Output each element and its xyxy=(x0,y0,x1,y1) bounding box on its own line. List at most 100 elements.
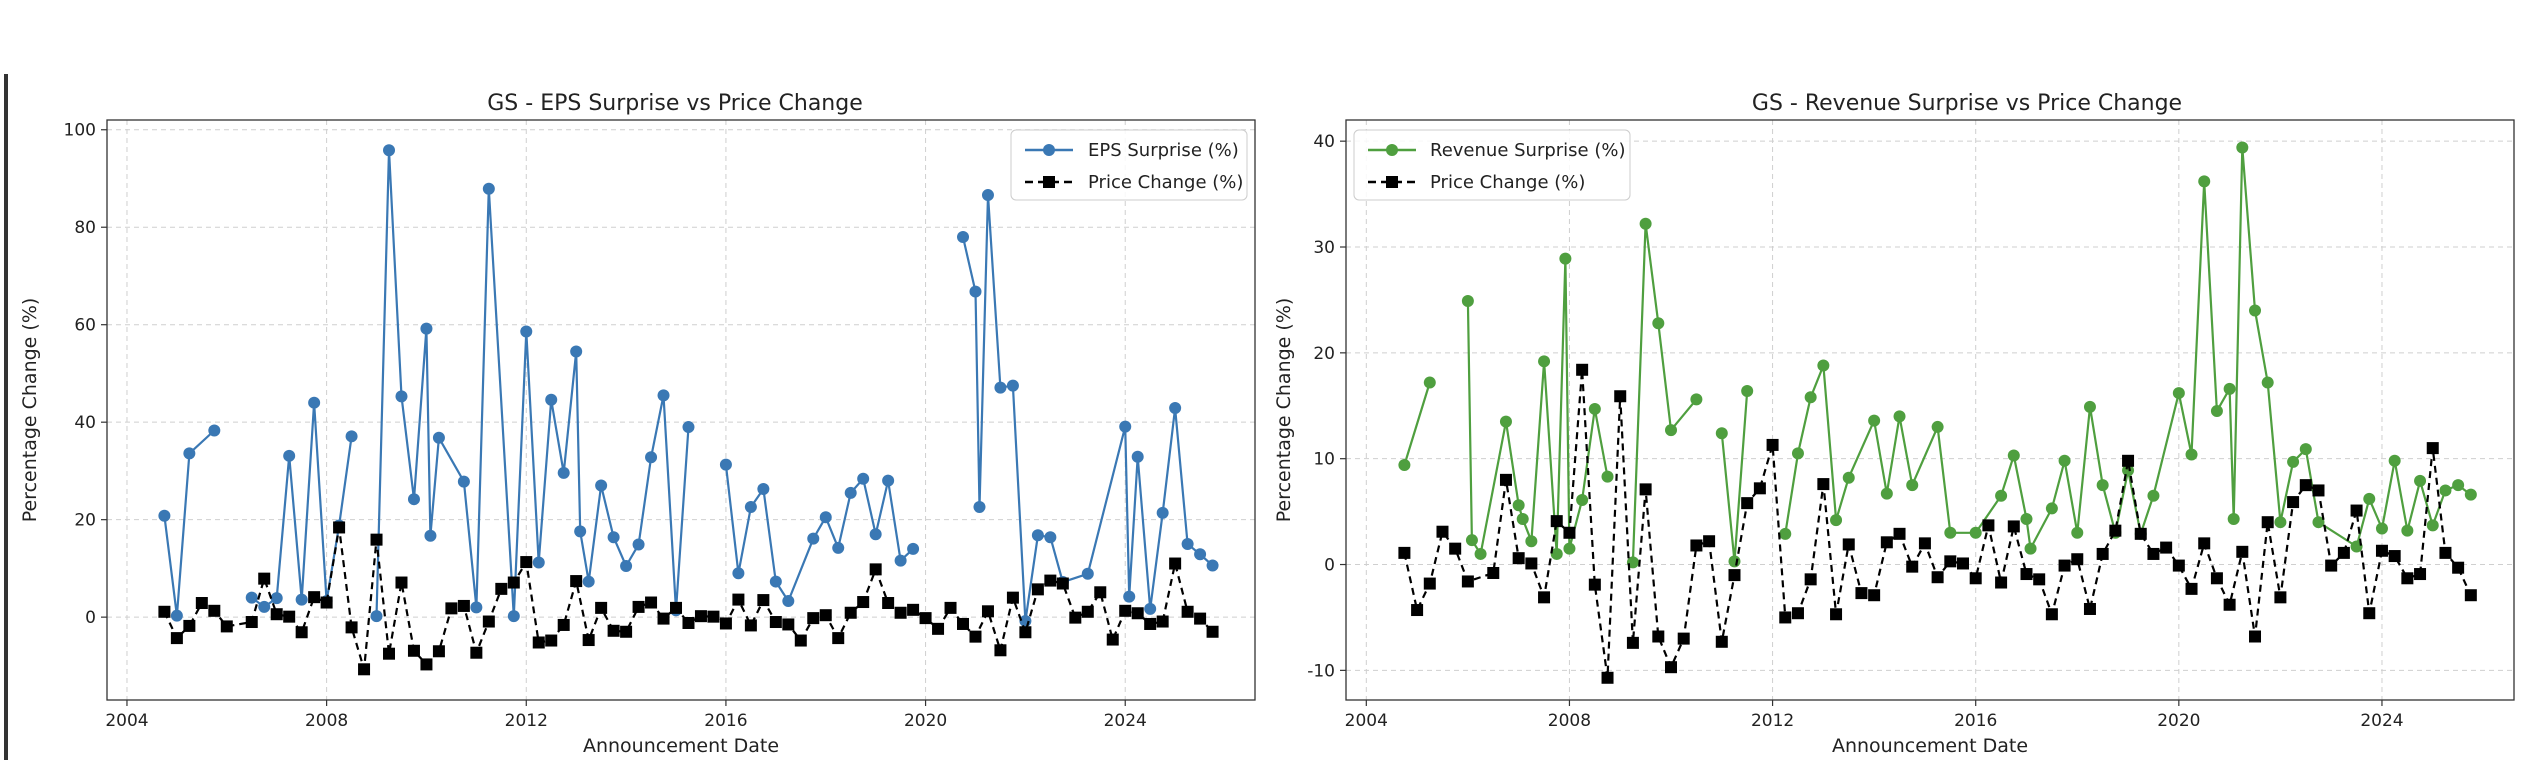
revenue-price-point xyxy=(1461,575,1474,588)
revenue-x-tick-label: 2024 xyxy=(2360,711,2403,731)
eps-price-point xyxy=(1056,577,1069,590)
eps-surprise-point xyxy=(1081,567,1094,580)
eps-surprise-point xyxy=(994,381,1007,394)
eps-surprise-point xyxy=(208,424,221,437)
revenue-price-point xyxy=(1791,607,1804,620)
eps-price-point xyxy=(570,575,583,588)
eps-price-point xyxy=(158,605,171,618)
revenue-price-point xyxy=(1576,363,1589,376)
revenue-surprise-point xyxy=(1639,217,1652,230)
revenue-surprise-point xyxy=(2227,513,2240,526)
eps-surprise-point xyxy=(719,458,732,471)
revenue-legend-box xyxy=(1353,129,1631,201)
eps-surprise-point xyxy=(1194,548,1207,561)
eps-surprise-point xyxy=(645,451,658,464)
revenue-price-point xyxy=(2223,598,2236,611)
eps-surprise-point xyxy=(857,472,870,485)
eps-price-point xyxy=(919,612,932,625)
eps-y-tick-label: 20 xyxy=(74,511,96,531)
revenue-surprise-point xyxy=(2249,304,2262,317)
revenue-surprise-point xyxy=(2172,387,2185,400)
revenue-surprise-point xyxy=(1830,514,1843,527)
eps-price-point xyxy=(532,636,545,649)
eps-price-point xyxy=(657,612,670,625)
revenue-surprise-point xyxy=(2287,455,2300,468)
revenue-surprise-point xyxy=(2375,522,2388,535)
eps-price-point xyxy=(582,634,595,647)
revenue-surprise-point xyxy=(1576,493,1589,506)
revenue-surprise-point xyxy=(1791,447,1804,460)
eps-price-point xyxy=(420,658,433,671)
eps-price-point xyxy=(170,632,183,645)
eps-price-point xyxy=(994,644,1007,657)
eps-surprise-point xyxy=(1181,538,1194,551)
revenue-price-point xyxy=(1944,555,1957,568)
eps-surprise-point xyxy=(270,592,283,605)
revenue-x-tick-label: 2008 xyxy=(1548,711,1591,731)
eps-price-point xyxy=(370,533,383,546)
eps-price-point xyxy=(258,572,271,585)
eps-x-tick-label: 2008 xyxy=(305,711,348,731)
revenue-surprise-point xyxy=(1652,317,1665,330)
revenue-price-point xyxy=(1830,608,1843,621)
revenue-price-point xyxy=(1538,591,1551,604)
revenue-price-point xyxy=(1817,478,1830,491)
eps-chart-x-axis-label: Announcement Date xyxy=(583,735,779,757)
revenue-surprise-point xyxy=(2083,400,2096,413)
eps-surprise-point xyxy=(507,610,520,623)
revenue-price-point xyxy=(1588,578,1601,591)
revenue-price-point xyxy=(2375,544,2388,557)
revenue-price-point xyxy=(2071,553,2084,566)
revenue-surprise-point xyxy=(2299,443,2312,456)
eps-surprise-point xyxy=(432,431,445,444)
eps-price-point xyxy=(719,617,732,630)
eps-price-point xyxy=(1031,583,1044,596)
eps-price-point xyxy=(794,634,807,647)
eps-chart: GS - EPS Surprise vs Price Change 2004 20… xyxy=(19,91,1256,757)
revenue-surprise-point xyxy=(2071,526,2084,539)
eps-y-tick-label: 40 xyxy=(74,413,96,433)
revenue-surprise-point xyxy=(2439,484,2452,497)
eps-price-point xyxy=(981,605,994,618)
eps-surprise-point xyxy=(258,600,271,613)
revenue-legend-label-revenue: Revenue Surprise (%) xyxy=(1430,140,1626,161)
eps-y-tick-label: 80 xyxy=(74,218,96,238)
eps-price-point xyxy=(345,621,358,634)
eps-surprise-point xyxy=(1144,602,1157,615)
eps-price-point xyxy=(694,610,707,623)
eps-price-point xyxy=(1144,617,1157,630)
revenue-price-point xyxy=(2452,561,2465,574)
revenue-chart-ticks: 2004 2008 2012 2016 2020 2024 -10 0 10 20 30 40 xyxy=(1307,132,2403,731)
revenue-surprise-point xyxy=(1944,526,1957,539)
eps-surprise-point xyxy=(757,482,770,495)
revenue-surprise-point xyxy=(2363,492,2376,505)
eps-surprise-point xyxy=(620,559,633,572)
revenue-surprise-point xyxy=(2312,516,2325,529)
revenue-price-point xyxy=(1741,497,1754,510)
eps-surprise-point xyxy=(532,556,545,569)
revenue-price-point xyxy=(2109,524,2122,537)
revenue-price-point xyxy=(1880,536,1893,549)
eps-surprise-point xyxy=(383,144,396,157)
eps-price-point xyxy=(308,591,321,604)
revenue-price-point xyxy=(2261,516,2274,529)
revenue-legend-label-price: Price Change (%) xyxy=(1430,172,1585,193)
revenue-surprise-point xyxy=(2261,376,2274,389)
eps-surprise-point xyxy=(395,390,408,403)
eps-surprise-point xyxy=(981,189,994,202)
eps-surprise-point xyxy=(807,532,820,545)
eps-price-point xyxy=(632,600,645,613)
revenue-series-surprise xyxy=(1398,141,2477,569)
eps-price-point xyxy=(557,618,570,631)
revenue-price-point xyxy=(1614,390,1627,403)
revenue-series-line xyxy=(1403,368,2472,679)
revenue-surprise-point xyxy=(2274,516,2287,529)
revenue-price-point xyxy=(2134,527,2147,540)
eps-chart-ticks: 2004 2008 2012 2016 2020 2024 0 20 40 60 80 100 xyxy=(64,121,1147,731)
revenue-price-point xyxy=(2414,568,2427,581)
revenue-series-price xyxy=(1398,363,2477,684)
eps-surprise-point xyxy=(769,575,782,588)
eps-x-tick-label: 2004 xyxy=(105,711,148,731)
eps-price-point xyxy=(894,606,907,619)
revenue-surprise-point xyxy=(1842,471,1855,484)
